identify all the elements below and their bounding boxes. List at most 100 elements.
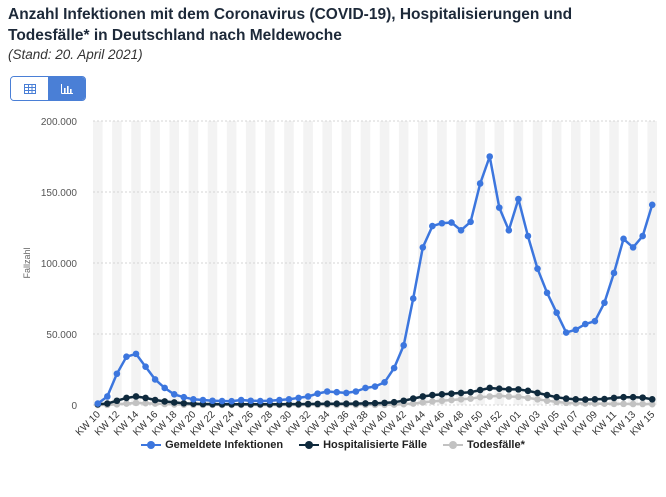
data-point bbox=[409, 295, 417, 302]
legend-label: Gemeldete Infektionen bbox=[165, 439, 284, 451]
data-point bbox=[180, 393, 188, 401]
data-point bbox=[343, 389, 350, 397]
data-point bbox=[228, 397, 235, 405]
chart-legend: Gemeldete Infektionen Hospitalisierte Fäl… bbox=[0, 439, 666, 451]
data-point bbox=[543, 391, 551, 399]
data-point bbox=[553, 309, 560, 317]
data-point bbox=[610, 400, 618, 408]
column-band bbox=[207, 121, 218, 405]
data-point bbox=[419, 393, 427, 400]
data-point bbox=[610, 269, 618, 277]
data-point bbox=[390, 364, 398, 372]
data-point bbox=[591, 317, 599, 325]
data-point bbox=[572, 396, 580, 403]
data-point bbox=[515, 195, 522, 203]
data-point bbox=[218, 397, 226, 405]
column-band bbox=[647, 121, 657, 405]
data-point bbox=[400, 342, 407, 349]
data-point bbox=[429, 391, 436, 399]
legend-swatch bbox=[299, 440, 320, 450]
data-point bbox=[438, 219, 446, 227]
data-point bbox=[209, 397, 216, 405]
data-point bbox=[495, 392, 503, 400]
data-point bbox=[352, 388, 360, 395]
data-point bbox=[390, 398, 398, 406]
legend-label: Hospitalisierte Fälle bbox=[323, 439, 428, 451]
data-point bbox=[151, 396, 159, 404]
series-line bbox=[97, 155, 654, 405]
data-point bbox=[457, 227, 465, 234]
data-point bbox=[256, 397, 264, 405]
data-point bbox=[591, 396, 599, 403]
data-point bbox=[648, 201, 656, 209]
data-point bbox=[534, 265, 541, 272]
data-point bbox=[629, 393, 637, 401]
legend-item[interactable]: Gemeldete Infektionen bbox=[141, 439, 283, 451]
data-point bbox=[285, 396, 293, 403]
data-point bbox=[534, 389, 541, 397]
data-point bbox=[371, 383, 379, 390]
legend-label: Todesfälle* bbox=[467, 439, 525, 451]
data-point bbox=[123, 353, 130, 361]
data-point bbox=[132, 399, 140, 407]
data-point bbox=[582, 396, 589, 403]
data-point bbox=[409, 395, 417, 402]
data-point bbox=[629, 400, 637, 408]
data-point bbox=[295, 400, 302, 408]
data-point bbox=[476, 393, 484, 401]
column-band bbox=[379, 121, 390, 405]
data-point bbox=[419, 244, 427, 251]
data-point bbox=[572, 326, 580, 334]
data-point bbox=[333, 400, 341, 408]
data-point bbox=[429, 222, 436, 230]
data-point bbox=[362, 400, 369, 407]
data-point bbox=[553, 398, 560, 406]
data-point bbox=[534, 396, 541, 403]
data-point bbox=[524, 232, 532, 240]
data-point bbox=[562, 329, 570, 336]
data-point bbox=[199, 396, 207, 404]
data-point bbox=[285, 400, 293, 408]
chart-title: Anzahl Infektionen mit dem Coronavirus (… bbox=[8, 6, 573, 44]
data-point bbox=[524, 394, 532, 402]
data-point bbox=[161, 384, 168, 392]
chart-view-button[interactable] bbox=[48, 77, 85, 100]
data-point bbox=[457, 389, 465, 397]
data-point bbox=[620, 400, 627, 408]
data-point bbox=[639, 400, 646, 408]
data-point bbox=[610, 394, 618, 402]
data-point bbox=[266, 397, 274, 405]
table-view-button[interactable] bbox=[11, 77, 48, 100]
data-point bbox=[104, 393, 111, 400]
data-point bbox=[304, 400, 312, 408]
column-band bbox=[322, 121, 332, 405]
y-tick-label: 50.000 bbox=[46, 330, 77, 341]
data-point bbox=[495, 204, 503, 211]
data-point bbox=[276, 396, 283, 404]
data-point bbox=[323, 400, 331, 408]
data-point bbox=[467, 395, 474, 402]
legend-swatch bbox=[443, 440, 464, 450]
data-point bbox=[648, 400, 656, 408]
legend-item[interactable]: Hospitalisierte Fälle bbox=[299, 439, 427, 451]
data-point bbox=[486, 384, 494, 392]
data-point bbox=[524, 387, 532, 395]
column-band bbox=[551, 121, 562, 405]
column-band bbox=[226, 121, 237, 405]
data-point bbox=[142, 363, 149, 370]
data-point bbox=[438, 391, 446, 398]
data-point bbox=[601, 400, 608, 408]
column-band bbox=[112, 121, 122, 405]
data-point bbox=[352, 400, 360, 407]
data-point bbox=[161, 398, 168, 405]
column-band bbox=[494, 121, 505, 405]
data-point bbox=[381, 378, 388, 386]
data-point bbox=[123, 400, 130, 407]
view-toggle bbox=[10, 76, 86, 101]
data-point bbox=[467, 218, 474, 226]
data-point bbox=[409, 400, 417, 407]
legend-item[interactable]: Todesfälle* bbox=[443, 439, 525, 451]
data-point bbox=[132, 393, 140, 400]
data-point bbox=[476, 386, 484, 394]
bar-chart-icon bbox=[60, 83, 73, 94]
